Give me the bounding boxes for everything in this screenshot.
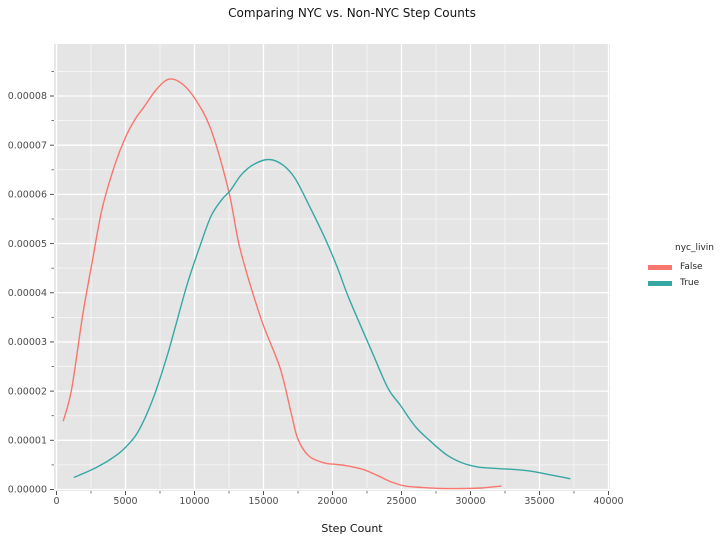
legend-item-false: False [648,259,714,275]
kde-curve-false [62,78,502,490]
legend-item-true: True [648,275,714,291]
chart-title: Comparing NYC vs. Non-NYC Step Counts [228,6,476,20]
x-tick-label: 5000 [113,496,137,507]
y-tick-label: 0.00000 [8,485,47,496]
y-tick-label: 0.00007 [8,140,47,151]
x-tick-label: 25000 [386,496,416,507]
legend: nyc_livin False True [648,242,714,291]
y-tick-label: 0.00003 [8,337,47,348]
x-tick-label: 20000 [317,496,347,507]
y-tick-label: 0.00001 [8,436,47,447]
x-tick-label: 15000 [248,496,278,507]
legend-swatch-false-icon [648,264,672,270]
y-tick-label: 0.00008 [8,91,47,102]
legend-label-true: True [680,278,700,288]
legend-label-false: False [680,262,703,272]
legend-title: nyc_livin [675,243,715,253]
y-tick-label: 0.00006 [8,190,47,201]
x-tick-label: 30000 [455,496,485,507]
y-tick-label: 0.00004 [8,288,47,299]
x-tick-label: 10000 [179,496,209,507]
x-tick-label: 35000 [524,496,554,507]
y-tick-label: 0.00005 [8,239,47,250]
kde-curve-true [73,158,571,480]
x-axis-label: Step Count [321,522,383,535]
x-tick-label: 40000 [593,496,623,507]
x-tick-label: 0 [53,496,59,507]
legend-swatch-true-icon [648,280,672,286]
y-tick-label: 0.00002 [8,386,47,397]
